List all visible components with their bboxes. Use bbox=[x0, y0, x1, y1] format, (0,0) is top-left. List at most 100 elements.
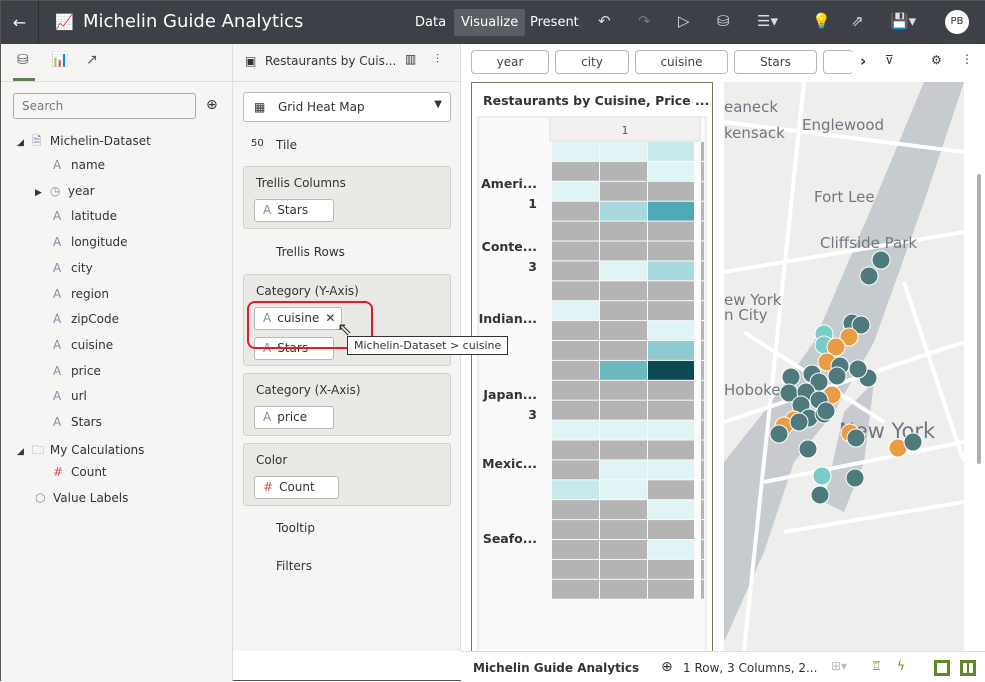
heatmap-viz[interactable]: Restaurants by Cuisine, Price ... 1 Ameri… bbox=[471, 82, 713, 657]
heatmap-cell[interactable] bbox=[552, 142, 599, 161]
nav-present[interactable]: Present bbox=[530, 15, 579, 30]
data-refresh-icon[interactable]: ⛁ bbox=[717, 12, 730, 30]
heatmap-cell[interactable] bbox=[648, 221, 694, 241]
heatmap-cell[interactable] bbox=[600, 301, 647, 321]
heatmap-cell[interactable] bbox=[552, 360, 599, 380]
properties-tab-icon[interactable]: ⫶ bbox=[436, 52, 440, 66]
settings-icon[interactable]: ⚙ bbox=[931, 53, 942, 67]
heatmap-cell[interactable] bbox=[648, 321, 694, 340]
heatmap-cell[interactable] bbox=[600, 480, 647, 500]
field-Stars[interactable]: A Stars bbox=[53, 415, 102, 429]
viz-title[interactable]: Restaurants by Cuis... bbox=[265, 54, 397, 68]
grid-icon[interactable]: ⊞▾ bbox=[831, 659, 848, 673]
analytics-tab-icon[interactable]: ↗ bbox=[86, 52, 98, 68]
heatmap-cell[interactable] bbox=[648, 400, 694, 420]
add-data-icon[interactable]: ⊕ bbox=[206, 97, 218, 113]
heatmap-cell[interactable] bbox=[552, 420, 599, 440]
map-point[interactable] bbox=[789, 412, 809, 432]
map-point[interactable] bbox=[812, 466, 832, 486]
pill-count[interactable]: # Count bbox=[254, 476, 339, 499]
color-section[interactable]: Color # Count bbox=[243, 443, 451, 506]
tree-calculations[interactable]: ◢ 🗀 My Calculations bbox=[17, 443, 145, 457]
map-point[interactable] bbox=[781, 367, 801, 387]
heatmap-cell[interactable] bbox=[648, 301, 694, 321]
heatmap-cell[interactable] bbox=[600, 579, 647, 599]
map-point[interactable] bbox=[826, 337, 846, 357]
heatmap-cell[interactable] bbox=[552, 380, 599, 400]
heatmap-cell[interactable] bbox=[648, 480, 694, 500]
heatmap-cell[interactable] bbox=[552, 161, 599, 181]
heatmap-cell[interactable] bbox=[552, 281, 599, 301]
heatmap-cell[interactable] bbox=[600, 540, 647, 559]
map-point[interactable] bbox=[846, 428, 866, 448]
trellis-columns-section[interactable]: Trellis Columns A Stars bbox=[243, 166, 451, 229]
heatmap-cell[interactable] bbox=[648, 540, 694, 559]
map-point[interactable] bbox=[769, 424, 789, 444]
grammar-tab-icon[interactable]: ▥ bbox=[405, 52, 417, 66]
heatmap-cell[interactable] bbox=[552, 321, 599, 340]
nav-visualize[interactable]: Visualize bbox=[454, 9, 526, 36]
heatmap-cell[interactable] bbox=[648, 142, 694, 161]
map-point[interactable] bbox=[903, 432, 923, 452]
heatmap-cell[interactable] bbox=[648, 579, 694, 599]
heatmap-cell[interactable] bbox=[600, 380, 647, 400]
undo-icon[interactable]: ↶ bbox=[598, 12, 611, 30]
heatmap-cell[interactable] bbox=[648, 201, 694, 221]
filter-more[interactable] bbox=[823, 50, 853, 74]
heatmap-cell[interactable] bbox=[600, 181, 647, 201]
heatmap-cell[interactable] bbox=[600, 341, 647, 360]
heatmap-cell[interactable] bbox=[600, 559, 647, 579]
data-tab-icon[interactable]: ⛁ bbox=[13, 52, 35, 81]
heatmap-cell[interactable] bbox=[600, 440, 647, 460]
search-input[interactable]: Search bbox=[13, 93, 196, 119]
narrative-menu-icon[interactable]: ☰▾ bbox=[757, 12, 778, 30]
filter-stars[interactable]: Stars bbox=[734, 50, 817, 74]
heatmap-cell[interactable] bbox=[552, 559, 599, 579]
auto-apply-icon[interactable]: ϟ bbox=[897, 659, 905, 673]
map-point[interactable] bbox=[871, 250, 891, 270]
heatmap-cell[interactable] bbox=[552, 500, 599, 520]
heatmap-cell[interactable] bbox=[600, 241, 647, 261]
heatmap-cell[interactable] bbox=[600, 221, 647, 241]
heatmap-cell[interactable] bbox=[600, 520, 647, 539]
heatmap-cell[interactable] bbox=[648, 281, 694, 301]
heatmap-cell[interactable] bbox=[552, 520, 599, 539]
heatmap-cell[interactable] bbox=[552, 301, 599, 321]
more-icon[interactable]: ⋮ bbox=[961, 52, 973, 66]
heatmap-cell[interactable] bbox=[552, 579, 599, 599]
heatmap-cell[interactable] bbox=[552, 480, 599, 500]
heatmap-cell[interactable] bbox=[648, 380, 694, 400]
heatmap-cell[interactable] bbox=[648, 161, 694, 181]
scrollbar[interactable] bbox=[977, 174, 981, 464]
heatmap-cell[interactable] bbox=[600, 161, 647, 181]
heatmap-cell[interactable] bbox=[648, 460, 694, 480]
avatar[interactable]: PB bbox=[945, 10, 969, 34]
heatmap-cell[interactable] bbox=[600, 261, 647, 281]
heatmap-cell[interactable] bbox=[648, 241, 694, 261]
heatmap-cell[interactable] bbox=[600, 321, 647, 340]
map-point[interactable] bbox=[859, 266, 879, 286]
chevron-right-icon[interactable]: › bbox=[860, 52, 867, 70]
remove-icon[interactable]: ✕ bbox=[325, 311, 336, 325]
pill-stars[interactable]: A Stars bbox=[254, 199, 334, 222]
heatmap-cell[interactable] bbox=[600, 281, 647, 301]
map-point[interactable] bbox=[839, 327, 859, 347]
heatmap-cell[interactable] bbox=[648, 360, 694, 380]
heatmap-cell[interactable] bbox=[552, 221, 599, 241]
play-icon[interactable]: ▷ bbox=[678, 12, 690, 30]
heatmap-cell[interactable] bbox=[552, 460, 599, 480]
filter-icon[interactable]: ⊽ bbox=[885, 53, 894, 67]
heatmap-cell[interactable] bbox=[648, 261, 694, 281]
heatmap-cell[interactable] bbox=[600, 460, 647, 480]
